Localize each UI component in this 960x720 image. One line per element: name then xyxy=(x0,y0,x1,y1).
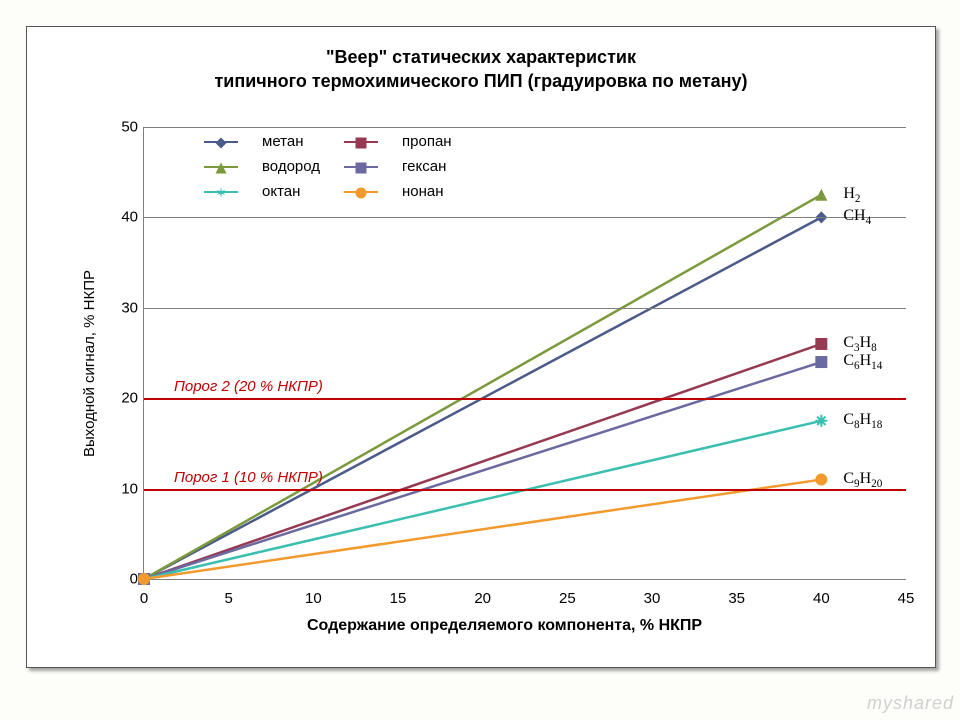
y-tick: 10 xyxy=(104,480,138,497)
threshold-label: Порог 1 (10 % НКПР) xyxy=(174,469,323,486)
y-tick: 30 xyxy=(104,299,138,316)
series-marker xyxy=(815,415,827,427)
y-tick: 50 xyxy=(104,119,138,136)
legend-swatch xyxy=(344,141,378,143)
x-tick: 40 xyxy=(813,590,830,607)
x-tick: 5 xyxy=(224,590,232,607)
chart-title: "Веер" статических характеристик типично… xyxy=(27,45,935,94)
threshold-label: Порог 2 (20 % НКПР) xyxy=(174,378,323,395)
gridline-h xyxy=(144,308,906,309)
legend-label: нонан xyxy=(402,183,452,200)
legend-swatch xyxy=(204,141,238,143)
legend-swatch xyxy=(344,166,378,168)
x-axis-label: Содержание определяемого компонента, % Н… xyxy=(307,617,702,635)
series-marker xyxy=(815,338,827,350)
formula-label: H2 xyxy=(843,185,860,205)
legend: метан пропан водород гексан ✶ октан нонан xyxy=(204,133,452,200)
gridline-h xyxy=(144,127,906,128)
x-tick: 35 xyxy=(728,590,745,607)
x-tick: 15 xyxy=(390,590,407,607)
formula-label: CH4 xyxy=(843,207,871,227)
legend-swatch xyxy=(204,166,238,168)
title-line-1: "Веер" статических характеристик xyxy=(326,47,636,67)
legend-label: гексан xyxy=(402,158,452,175)
formula-label: C9H20 xyxy=(843,470,882,490)
gridline-h xyxy=(144,217,906,218)
x-tick: 30 xyxy=(644,590,661,607)
watermark: myshared xyxy=(867,693,954,714)
x-tick: 10 xyxy=(305,590,322,607)
x-tick: 0 xyxy=(140,590,148,607)
x-tick: 25 xyxy=(559,590,576,607)
legend-label: водород xyxy=(262,158,320,175)
series-marker xyxy=(815,356,827,368)
series-line xyxy=(144,421,821,579)
y-tick: 40 xyxy=(104,209,138,226)
x-tick: 20 xyxy=(474,590,491,607)
plot-area: 01020304050051015202530354045Порог 1 (10… xyxy=(143,127,906,580)
y-axis-label: Выходной сигнал, % НКПР xyxy=(81,270,98,457)
title-line-2: типичного термохимического ПИП (градуиро… xyxy=(214,71,747,91)
chart-frame: "Веер" статических характеристик типично… xyxy=(26,26,936,668)
y-tick: 20 xyxy=(104,390,138,407)
formula-label: C6H14 xyxy=(843,352,882,372)
legend-label: октан xyxy=(262,183,320,200)
legend-label: метан xyxy=(262,133,320,150)
series-marker xyxy=(138,573,150,585)
y-tick: 0 xyxy=(104,571,138,588)
formula-label: C8H18 xyxy=(843,411,882,431)
x-tick: 45 xyxy=(898,590,915,607)
legend-swatch: ✶ xyxy=(204,191,238,193)
legend-swatch xyxy=(344,191,378,193)
legend-label: пропан xyxy=(402,133,452,150)
series-line xyxy=(144,480,821,579)
series-marker xyxy=(815,474,827,486)
series-marker xyxy=(815,189,827,201)
